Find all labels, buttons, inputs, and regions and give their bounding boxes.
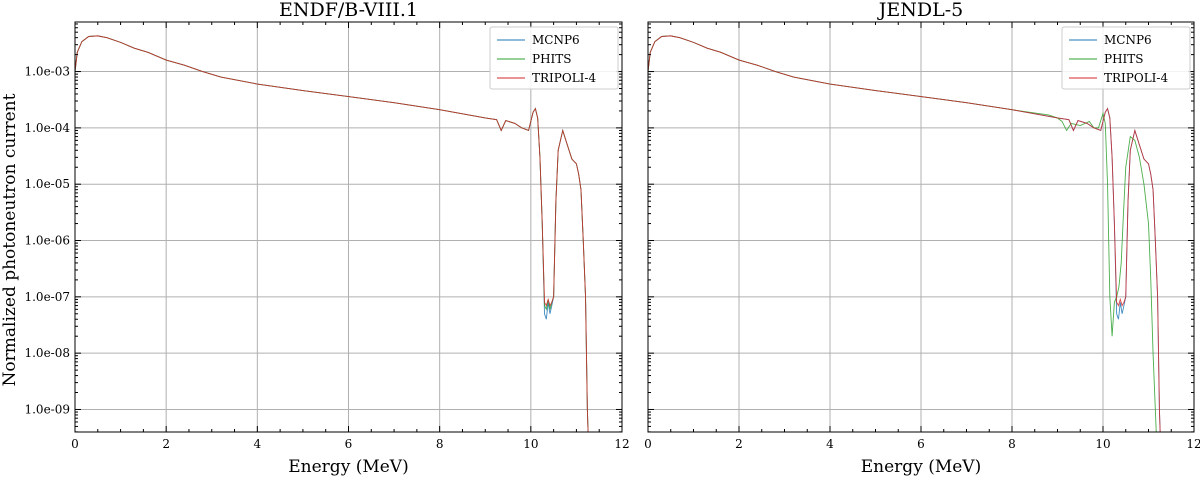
- x-tick-label: 12: [614, 437, 629, 451]
- y-tick-label: 1.0e-09: [24, 402, 70, 416]
- series-line-tripoli-4: [75, 35, 589, 432]
- x-tick-label: 0: [644, 437, 652, 451]
- series-line-mcnp6: [75, 35, 589, 432]
- series-line-mcnp6: [648, 35, 1161, 432]
- x-tick-label: 6: [345, 437, 353, 451]
- x-tick-label: 2: [735, 437, 743, 451]
- legend: MCNP6 PHITS TRIPOLI-4: [489, 26, 619, 90]
- series-line-tripoli-4: [648, 35, 1161, 432]
- x-tick-label: 8: [436, 437, 444, 451]
- x-tick-label: 10: [1095, 437, 1110, 451]
- x-tick-label: 0: [71, 437, 79, 451]
- x-tick-label: 6: [917, 437, 925, 451]
- x-tick-label: 4: [826, 437, 834, 451]
- chart-title-jendl: JENDL-5: [877, 0, 963, 21]
- legend-label-tripoli-4: TRIPOLI-4: [1104, 71, 1168, 85]
- x-tick-label: 2: [162, 437, 170, 451]
- x-axis-label: Energy (MeV): [861, 457, 981, 477]
- x-tick-label: 4: [254, 437, 262, 451]
- x-tick-label: 10: [523, 437, 538, 451]
- y-tick-label: 1.0e-07: [24, 290, 70, 304]
- legend-label-phits: PHITS: [532, 52, 572, 66]
- series-line-phits: [648, 35, 1157, 432]
- y-tick-label: 1.0e-06: [24, 234, 70, 248]
- chart-panel-endf: 0 2 4 6 8 10 12 1.0e-09 1.0e-08 1.0e-07 1.0e-06 1.0…: [24, 0, 629, 477]
- legend-box: [489, 26, 619, 90]
- legend-label-mcnp6: MCNP6: [532, 33, 580, 47]
- legend-label-tripoli-4: TRIPOLI-4: [532, 71, 596, 85]
- x-tick-label: 8: [1008, 437, 1016, 451]
- y-tick-label: 1.0e-08: [24, 346, 70, 360]
- legend-box: [1061, 26, 1191, 90]
- y-axis-label: Normalized photoneutron current: [0, 93, 20, 386]
- y-tick-label: 1.0e-05: [24, 177, 70, 191]
- y-tick-label: 1.0e-04: [24, 121, 70, 135]
- y-tick-label: 1.0e-03: [24, 65, 70, 79]
- x-axis-label: Energy (MeV): [288, 457, 408, 477]
- chart-panel-jendl: 0 2 4 6 8 10 12 JENDL-5 Energy (MeV) MCNP6 PHITS TR…: [644, 0, 1200, 477]
- legend-label-mcnp6: MCNP6: [1104, 33, 1152, 47]
- series-line-phits: [75, 35, 589, 432]
- legend: MCNP6 PHITS TRIPOLI-4: [1061, 26, 1191, 90]
- x-tick-label: 12: [1186, 437, 1200, 451]
- chart-title-endf: ENDF/B-VIII.1: [279, 0, 418, 21]
- legend-label-phits: PHITS: [1104, 52, 1144, 66]
